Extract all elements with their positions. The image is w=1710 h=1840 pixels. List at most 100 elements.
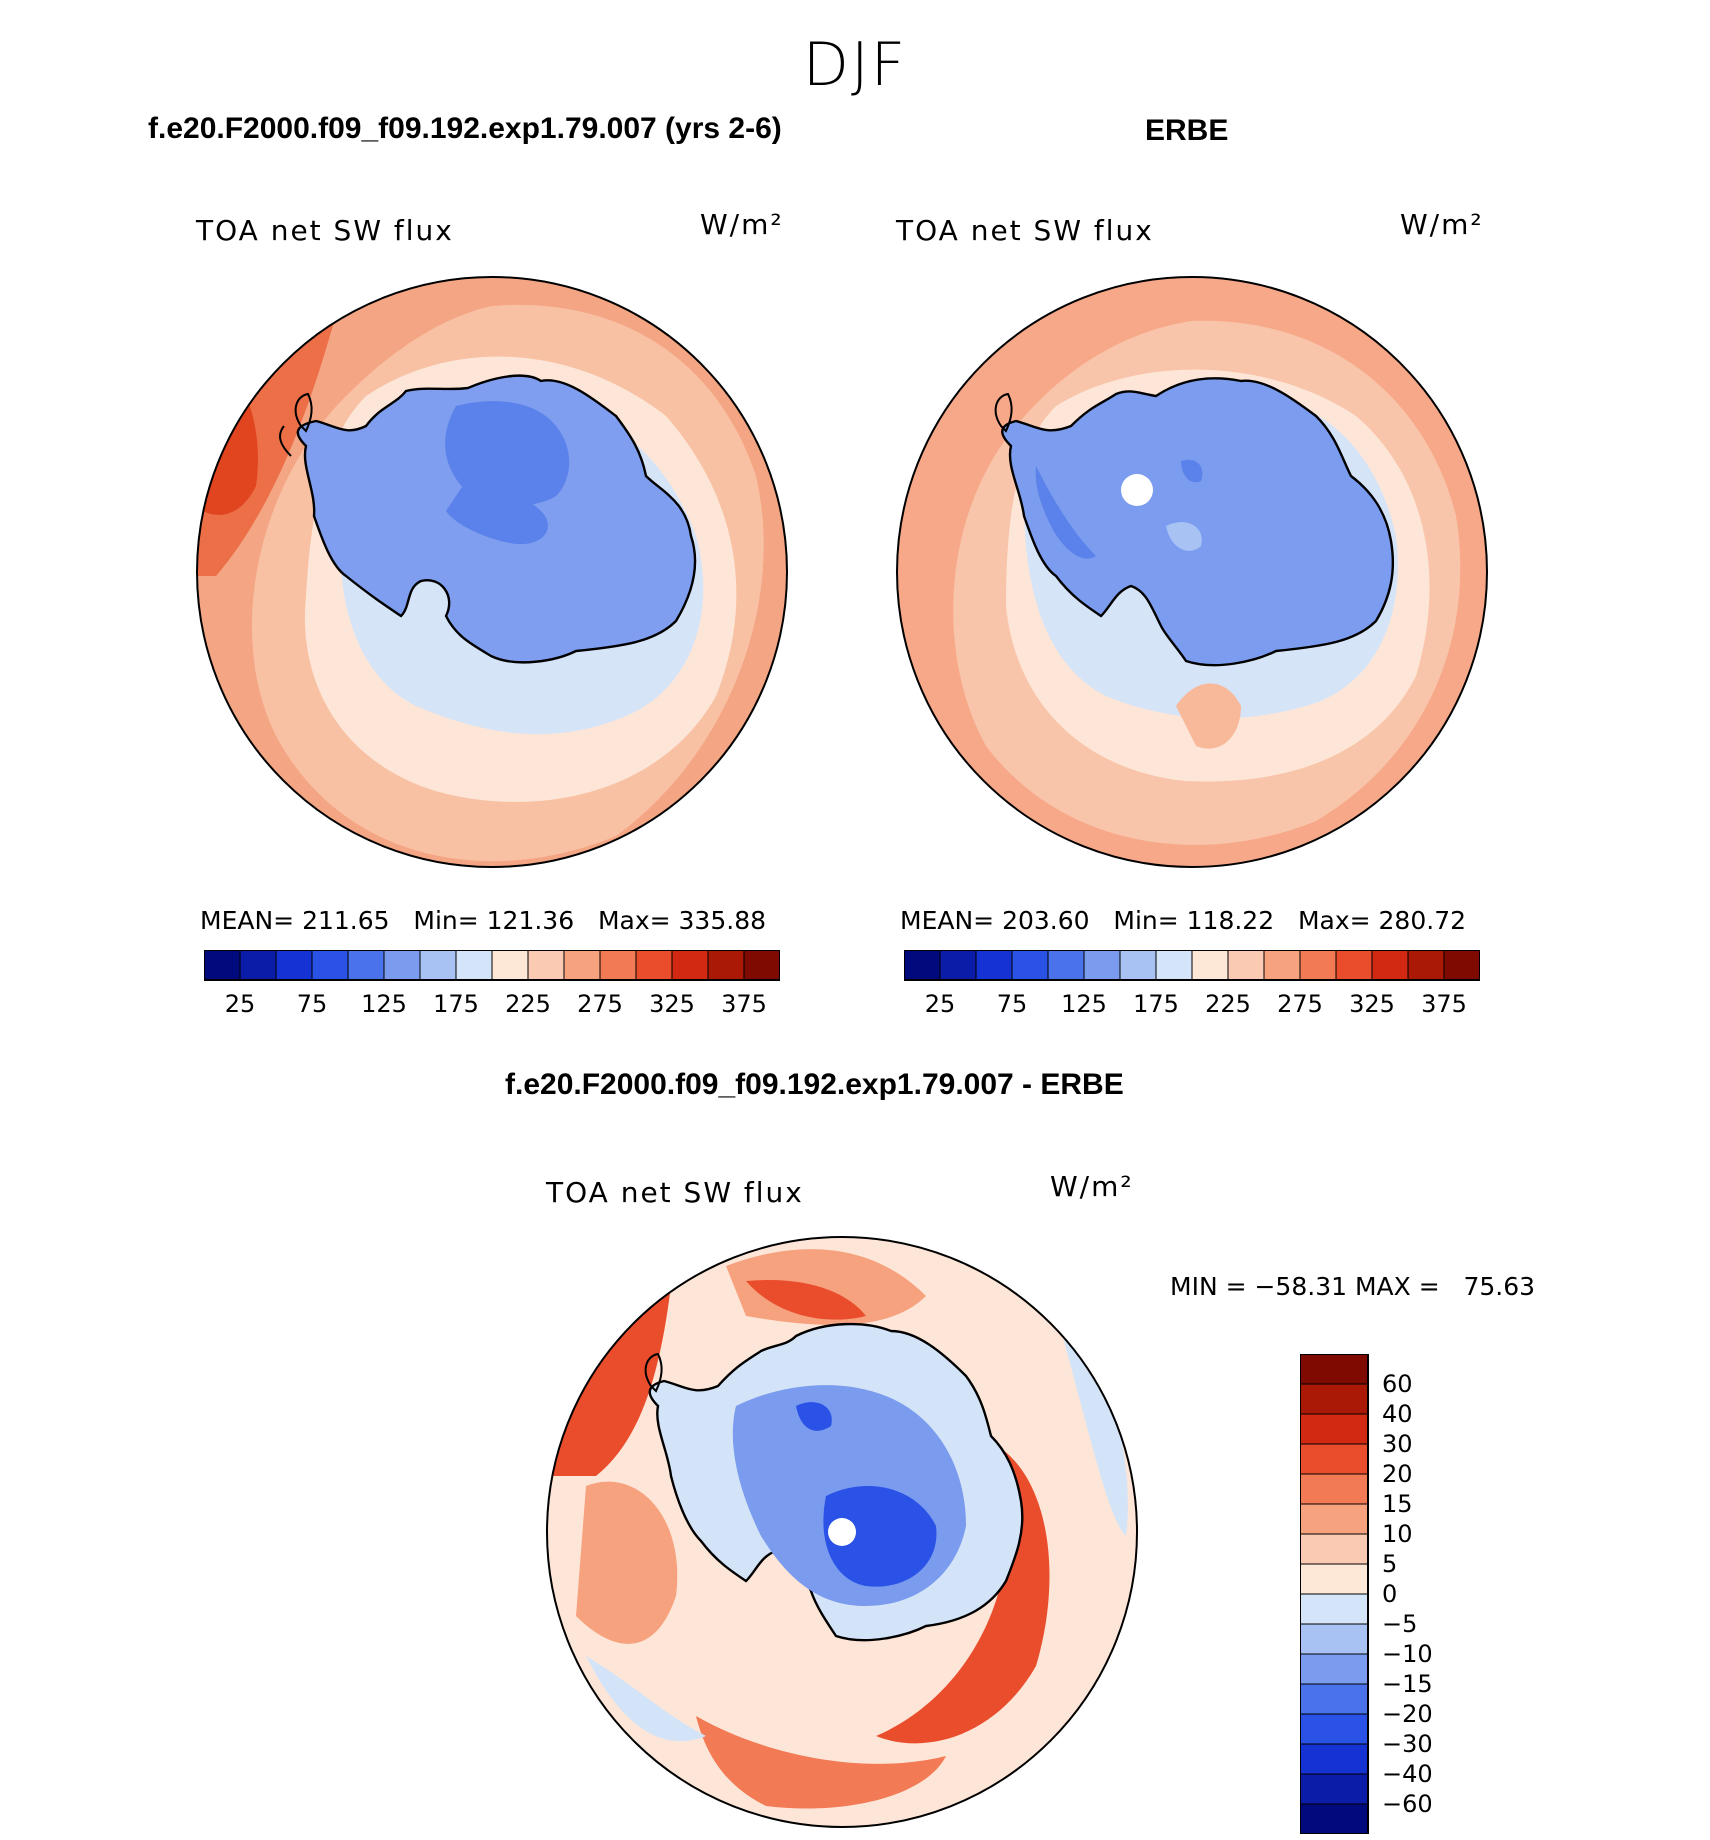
obs-colorbar-frame — [904, 950, 1480, 981]
obs-colorbar-cells — [904, 950, 1480, 981]
diff-colorbar-tick-label: −30 — [1382, 1730, 1433, 1758]
diff-colorbar-tick-label: −5 — [1382, 1610, 1417, 1638]
obs-colorbar-tick-label: 225 — [1205, 990, 1251, 1018]
diff-interior-strong-negative-2 — [796, 1402, 832, 1431]
diff-colorbar-tick-label: −15 — [1382, 1670, 1433, 1698]
obs-colorbar-cell — [1119, 950, 1157, 981]
obs-weddell-warm-spot — [1176, 683, 1241, 749]
model-colorbar-cell — [743, 950, 780, 981]
diff-colorbar-tick-label: 60 — [1382, 1370, 1413, 1398]
model-colorbar-cell — [239, 950, 277, 981]
obs-colorbar: 25 75 125 175 225 275 325 375 — [904, 950, 1480, 1018]
diff-southwest-negative — [586, 1656, 706, 1742]
obs-colorbar-cell — [939, 950, 977, 981]
diff-colorbar-tick-label: 5 — [1382, 1550, 1397, 1578]
obs-map-border — [896, 276, 1488, 868]
model-colorbar-cell — [707, 950, 745, 981]
model-plateau-low-flux-2 — [446, 481, 548, 545]
obs-west-low-flux — [1035, 466, 1096, 559]
diff-missing-data-pole — [828, 1518, 856, 1546]
diff-colorbar-cell — [1300, 1473, 1369, 1505]
model-colorbar-tick-label: 175 — [433, 990, 479, 1018]
diff-top-positive — [726, 1249, 926, 1325]
diff-colorbar-cell — [1300, 1413, 1369, 1445]
model-variable-label: TOA net SW flux — [196, 214, 454, 247]
diff-southwest-positive — [576, 1481, 678, 1644]
diff-colorbar-tick-label: 40 — [1382, 1400, 1413, 1428]
model-colorbar-tick-label: 25 — [225, 990, 256, 1018]
model-colorbar-tick-label: 325 — [649, 990, 695, 1018]
obs-colorbar-cell — [1191, 950, 1229, 981]
obs-colorbar-cell — [1263, 950, 1301, 981]
model-colorbar-tick-label: 125 — [361, 990, 407, 1018]
obs-colorbar-tick-label: 25 — [925, 990, 956, 1018]
obs-colorbar-cell — [1083, 950, 1121, 981]
obs-panel-title: ERBE — [1145, 114, 1229, 147]
obs-colorbar-cell — [1407, 950, 1445, 981]
diff-units-label: W/m² — [1050, 1170, 1134, 1203]
diff-colorbar-tick-label: 20 — [1382, 1460, 1413, 1488]
obs-peninsula-coast — [994, 392, 1013, 433]
obs-colorbar-tick-label: 125 — [1061, 990, 1107, 1018]
diff-interior-strong-negative — [823, 1486, 937, 1587]
diff-colorbar-cell — [1300, 1773, 1369, 1805]
model-colorbar-cell — [527, 950, 565, 981]
obs-colorbar-tick-label: 375 — [1421, 990, 1467, 1018]
diff-peninsula-coast — [644, 1352, 663, 1393]
diff-colorbar-tick-label: −60 — [1382, 1790, 1433, 1818]
diff-polar-map — [546, 1236, 1138, 1828]
model-colorbar-cells — [204, 950, 780, 981]
model-colorbar-tick-label: 275 — [577, 990, 623, 1018]
obs-colorbar-ticks: 25 75 125 175 225 275 325 375 — [925, 990, 1467, 1018]
diff-colorbar-cell — [1300, 1653, 1369, 1685]
diff-colorbar-frame — [1300, 1354, 1369, 1834]
obs-colorbar-cell — [904, 950, 941, 981]
diff-colorbar-cell — [1300, 1354, 1369, 1385]
obs-colorbar-tick-label: 75 — [997, 990, 1028, 1018]
diff-colorbar-tick-label: −10 — [1382, 1640, 1433, 1668]
model-plateau-low-flux — [445, 401, 570, 506]
obs-colorbar-cell — [1155, 950, 1193, 981]
model-colorbar: 25 75 125 175 225 275 325 375 — [204, 950, 780, 1018]
diff-colorbar-cell — [1300, 1623, 1369, 1655]
model-colorbar-tick-label: 375 — [721, 990, 767, 1018]
model-units-label: W/m² — [700, 208, 784, 241]
obs-colorbar-cell — [1047, 950, 1085, 981]
obs-colorbar-tick-label: 275 — [1277, 990, 1323, 1018]
model-peak-flux-region — [197, 336, 258, 515]
model-colorbar-cell — [347, 950, 385, 981]
model-peninsula-coast — [294, 392, 313, 433]
obs-colorbar-cell — [975, 950, 1013, 981]
diff-colorbar-cells — [1300, 1354, 1369, 1834]
model-colorbar-cell — [275, 950, 313, 981]
diff-top-strong-positive — [746, 1280, 866, 1320]
diff-colorbar-cell — [1300, 1383, 1369, 1415]
diff-colorbar-cell — [1300, 1503, 1369, 1535]
diff-colorbar-cell — [1300, 1563, 1369, 1595]
obs-colorbar-tick-label: 325 — [1349, 990, 1395, 1018]
diff-panel-title: f.e20.F2000.f09_f09.192.exp1.79.007 - ER… — [505, 1068, 1124, 1101]
diff-colorbar-tick-label: 0 — [1382, 1580, 1397, 1608]
diff-colorbar-cell — [1300, 1683, 1369, 1715]
diff-colorbar-cell — [1300, 1743, 1369, 1775]
obs-polar-map — [896, 276, 1488, 868]
model-colorbar-ticks: 25 75 125 175 225 275 325 375 — [225, 990, 767, 1018]
diff-colorbar-tick-label: −20 — [1382, 1700, 1433, 1728]
diff-map-border — [546, 1236, 1138, 1828]
diff-variable-label: TOA net SW flux — [546, 1176, 804, 1209]
model-colorbar-cell — [311, 950, 349, 981]
obs-variable-label: TOA net SW flux — [896, 214, 1154, 247]
obs-colorbar-cell — [1227, 950, 1265, 981]
obs-colorbar-tick-label: 175 — [1133, 990, 1179, 1018]
diff-colorbar-cell — [1300, 1803, 1369, 1834]
diff-colorbar-cell — [1300, 1443, 1369, 1475]
model-colorbar-cell — [491, 950, 529, 981]
obs-units-label: W/m² — [1400, 208, 1484, 241]
model-colorbar-tick-label: 75 — [297, 990, 328, 1018]
model-polar-map — [196, 276, 788, 868]
diff-colorbar-tick-label: 15 — [1382, 1490, 1413, 1518]
model-colorbar-tick-label: 225 — [505, 990, 551, 1018]
model-colorbar-cell — [455, 950, 493, 981]
diff-colorbar-cell — [1300, 1533, 1369, 1565]
model-colorbar-cell — [204, 950, 241, 981]
